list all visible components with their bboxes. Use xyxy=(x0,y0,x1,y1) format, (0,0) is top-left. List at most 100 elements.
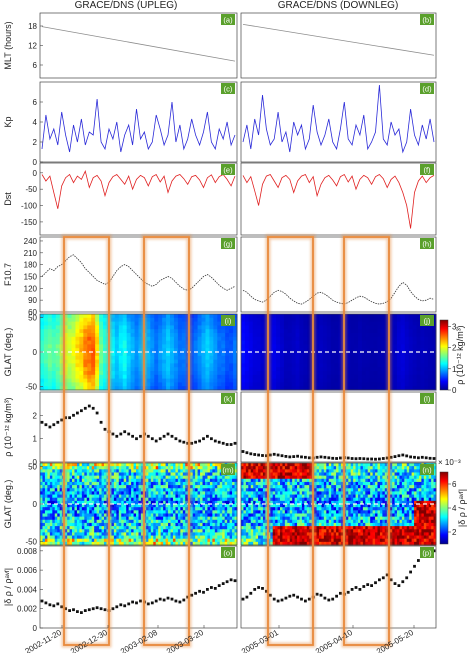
rho-heatmap-cell xyxy=(205,340,210,345)
drho-heatmap-cell xyxy=(111,535,115,540)
drho-heatmap-cell xyxy=(47,469,51,473)
drho-heatmap-cell xyxy=(42,532,46,537)
rho-heatmap-cell xyxy=(373,336,378,342)
drho-heatmap-cell xyxy=(207,488,211,492)
drho-heatmap-cell xyxy=(160,478,164,483)
rho-heatmap-cell xyxy=(205,344,210,349)
drho-heatmap-cell xyxy=(192,510,196,514)
drho-heatmap-cell xyxy=(245,485,249,489)
rho-heatmap-cell xyxy=(201,321,206,326)
drho-heatmap-cell xyxy=(128,481,132,486)
drho-heatmap-cell xyxy=(232,497,236,502)
rho-heatmap-cell xyxy=(166,359,171,364)
drho-heatmap-cell xyxy=(227,497,231,502)
rho-heatmap-cell xyxy=(43,367,49,372)
drho-heatmap-cell xyxy=(116,497,120,502)
drho-heatmap-cell xyxy=(163,526,167,530)
rho-heatmap-cell xyxy=(354,317,359,323)
drho-heatmap-cell xyxy=(59,526,63,530)
drho-heatmap-cell xyxy=(84,513,88,518)
drho-heatmap-cell xyxy=(118,478,122,483)
rho-heatmap-cell xyxy=(47,340,53,345)
drho-heatmap-cell xyxy=(270,488,274,492)
drho-heatmap-cell xyxy=(116,538,120,543)
rho-heatmap-cell xyxy=(201,355,206,361)
rho-heatmap-cell xyxy=(150,363,155,368)
rho-heatmap-cell xyxy=(130,333,136,338)
drho-heatmap-cell xyxy=(323,535,327,540)
rho-heatmap-cell xyxy=(87,374,92,380)
drho-heatmap-cell xyxy=(175,541,179,546)
rho-heatmap-cell xyxy=(79,329,84,334)
drho-heatmap-cell xyxy=(150,535,154,540)
rho-heatmap-cell xyxy=(295,359,300,364)
drho-heatmap-cell xyxy=(248,541,252,546)
drho-heatmap-cell xyxy=(126,466,130,470)
rho-heatmap-cell xyxy=(256,329,261,334)
drho-heatmap-cell xyxy=(224,494,228,499)
rho-heatmap-cell xyxy=(87,359,92,364)
rho-heatmap-cell xyxy=(369,363,375,368)
drho-heatmap-cell xyxy=(170,529,174,533)
drho-heatmap-cell xyxy=(118,504,122,508)
drho-heatmap-cell xyxy=(170,513,174,518)
rho-heatmap-cell xyxy=(299,378,304,383)
drho-heatmap-cell xyxy=(316,475,320,480)
drho-heatmap-cell xyxy=(301,463,305,467)
drho-heatmap-cell xyxy=(301,526,305,530)
rho-heatmap-cell xyxy=(295,321,300,326)
drho-heatmap-cell xyxy=(74,481,78,486)
drho-heatmap-cell xyxy=(234,504,238,508)
drho-heatmap-cell xyxy=(260,519,264,524)
drho-heatmap-cell xyxy=(84,475,88,480)
rho-heatmap-cell xyxy=(130,352,136,357)
rho-heatmap-cell xyxy=(166,367,171,372)
drho-heatmap-cell xyxy=(207,519,211,524)
rho-heatmap-cell xyxy=(87,378,92,383)
drho-heatmap-cell xyxy=(255,497,259,502)
drho-heatmap-cell xyxy=(232,519,236,524)
rho-heatmap-cell xyxy=(432,344,437,349)
rho-heatmap-cell xyxy=(412,355,417,361)
drho-heatmap-cell xyxy=(47,497,51,502)
drho-heatmap-cell xyxy=(202,532,206,537)
rho-heatmap-cell xyxy=(229,378,234,383)
rho-heatmap-cell xyxy=(197,340,203,345)
drho-heatmap-cell xyxy=(245,500,249,505)
drho-heatmap-cell xyxy=(175,532,179,537)
drho-heatmap-cell xyxy=(163,472,167,477)
drho-heatmap-cell xyxy=(241,481,244,486)
rho-heatmap-cell xyxy=(408,325,414,330)
drho-heatmap-cell xyxy=(133,466,137,470)
drho-heatmap-cell xyxy=(280,475,283,480)
drho-heatmap-cell xyxy=(260,510,264,514)
drho-heatmap-cell xyxy=(234,485,238,489)
rho-heatmap-cell xyxy=(244,314,250,319)
drho-heatmap-cell xyxy=(248,532,252,537)
rho-heatmap-cell xyxy=(283,359,289,364)
rho-heatmap-cell xyxy=(287,344,293,349)
drho-heatmap-cell xyxy=(170,469,174,473)
drho-heatmap-cell xyxy=(54,500,58,505)
drho-heatmap-cell xyxy=(292,469,296,473)
drho-heatmap-cell xyxy=(219,504,223,508)
drho-heatmap-cell xyxy=(321,529,325,533)
drho-heatmap-cell xyxy=(180,507,184,511)
drho-heatmap-cell xyxy=(253,475,257,480)
rho-heatmap-cell xyxy=(346,367,351,372)
rho-heatmap-cell xyxy=(369,348,375,353)
rho-heatmap-cell xyxy=(377,359,382,364)
drho-heatmap-cell xyxy=(219,535,223,540)
rho-heatmap-cell xyxy=(71,382,76,387)
drho-heatmap-cell xyxy=(287,481,291,486)
drho-heatmap-cell xyxy=(197,516,201,521)
drho-heatmap-cell xyxy=(113,513,117,518)
drho-heatmap-cell xyxy=(177,475,181,480)
drho-heatmap-cell xyxy=(192,504,196,508)
rho-heatmap-cell xyxy=(193,359,199,364)
rho-heatmap-cell xyxy=(47,371,53,376)
drho-heatmap-cell xyxy=(40,497,43,502)
drho-heatmap-cell xyxy=(91,538,95,543)
rho-heatmap-cell xyxy=(55,355,61,361)
drho-heatmap-cell xyxy=(148,475,152,480)
